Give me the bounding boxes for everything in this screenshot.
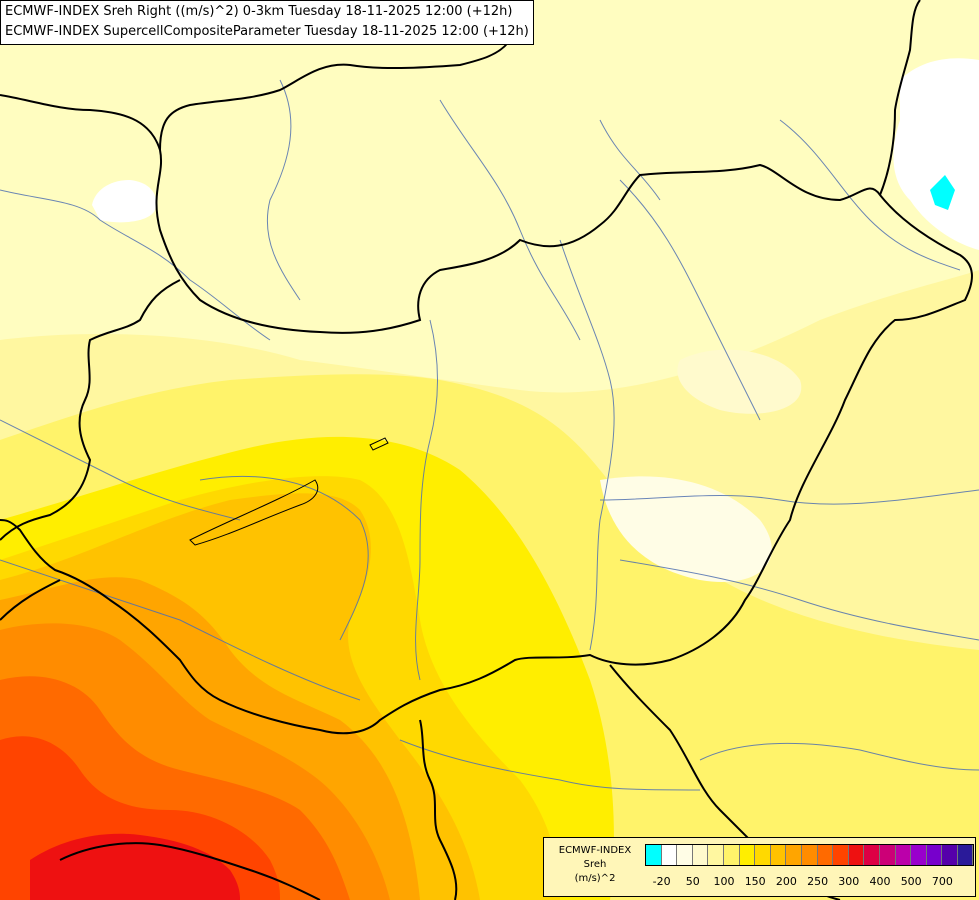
legend-tick-label: 150 (744, 875, 766, 888)
legend-swatch (864, 845, 880, 865)
legend-swatch (942, 845, 958, 865)
title-line-2: ECMWF-INDEX SupercellCompositeParameter … (5, 24, 529, 39)
legend-tick-label: 100 (713, 875, 735, 888)
legend-swatch (723, 845, 740, 865)
legend-swatch (755, 845, 771, 865)
legend-swatch (957, 845, 974, 865)
legend-tick-label: 300 (838, 875, 860, 888)
lake-small (369, 437, 389, 451)
legend-swatch (911, 845, 927, 865)
rivers (0, 79, 979, 791)
cyan-patch (930, 175, 955, 210)
legend-swatch (646, 845, 662, 865)
legend-swatch (833, 845, 849, 865)
legend-swatch (677, 845, 693, 865)
legend-swatch (926, 845, 943, 865)
legend-swatch (692, 845, 709, 865)
legend-swatches (645, 844, 975, 866)
legend-swatch (770, 845, 787, 865)
legend-tick-label: -20 (652, 875, 671, 888)
legend-swatch (708, 845, 724, 865)
legend-source: ECMWF-INDEX (558, 845, 632, 856)
legend-tick-label: 500 (900, 875, 922, 888)
legend-tick-label: 50 (685, 875, 700, 888)
legend-tick-label: 400 (869, 875, 891, 888)
white-patch-ne (893, 58, 979, 251)
legend-tick-label: 250 (807, 875, 829, 888)
legend-unit: (m/s)^2 (574, 873, 616, 884)
legend-swatch (895, 845, 912, 865)
title-box: ECMWF-INDEX Sreh Right ((m/s)^2) 0-3km T… (0, 0, 534, 45)
title-line-1: ECMWF-INDEX Sreh Right ((m/s)^2) 0-3km T… (5, 4, 513, 19)
legend-swatch (817, 845, 834, 865)
legend-labels: -20 50 100 150 200 250 300 400 500 700 (645, 875, 977, 889)
legend-swatch (879, 845, 896, 865)
legend-tick-label: 700 (931, 875, 953, 888)
legend-swatch (848, 845, 865, 865)
legend-swatch (801, 845, 818, 865)
color-legend: ECMWF-INDEX Sreh (m/s)^2 -20 50 100 150 200 2… (543, 837, 976, 897)
legend-variable: Sreh (583, 859, 607, 870)
legend-swatch (739, 845, 756, 865)
legend-tick-label: 200 (775, 875, 797, 888)
legend-title: ECMWF-INDEX Sreh (m/s)^2 (548, 844, 642, 886)
legend-swatch (661, 845, 678, 865)
pale-patch-east (600, 476, 772, 582)
pale-patch-ne (677, 349, 802, 414)
legend-swatch (786, 845, 802, 865)
lake-balaton (189, 479, 319, 546)
white-patch-nw (92, 180, 157, 223)
